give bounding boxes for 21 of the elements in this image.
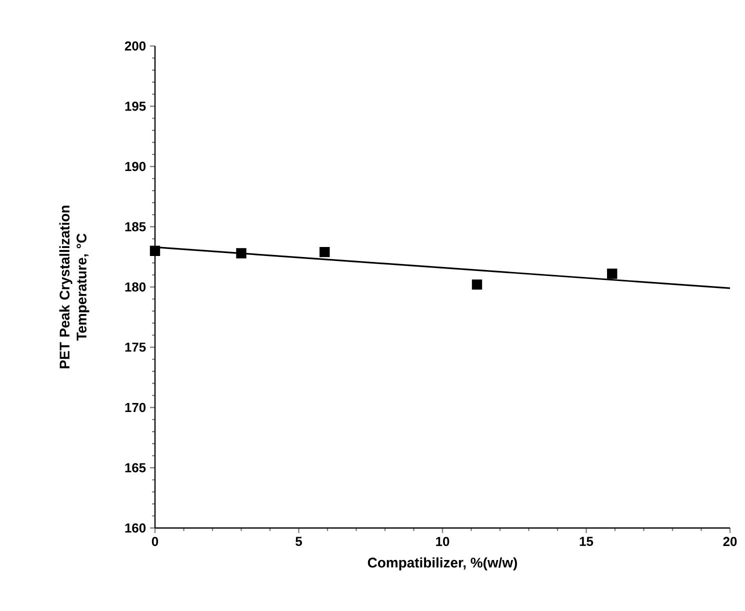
point	[320, 246, 330, 258]
y-tick-label: 195	[125, 102, 146, 111]
y-tick-label: 190	[125, 162, 146, 172]
point	[236, 248, 246, 258]
y-tick-label: 180	[125, 282, 146, 292]
point	[150, 246, 160, 256]
x-tick-label: 20	[723, 536, 737, 546]
x-tick-label: 0	[152, 536, 158, 546]
y-tick-label: 170	[125, 402, 146, 412]
x-tick-label: 10	[436, 536, 450, 546]
point	[472, 279, 482, 290]
y-tick-label: 175	[125, 342, 146, 352]
x-tick-label: 15	[580, 536, 594, 546]
x-axis-title: Compatibilizer, %(w/w)	[368, 557, 517, 570]
point	[607, 268, 618, 279]
y-tick-label: 165	[125, 463, 146, 472]
x-tick-label: 5	[296, 536, 302, 546]
y-tick-label: 185	[125, 222, 146, 232]
y-tick-label: 160	[125, 523, 146, 533]
y-tick-label: 200	[124, 41, 146, 51]
y-axis-title: PET Peak Crystallization Temperature, °C	[59, 206, 90, 368]
